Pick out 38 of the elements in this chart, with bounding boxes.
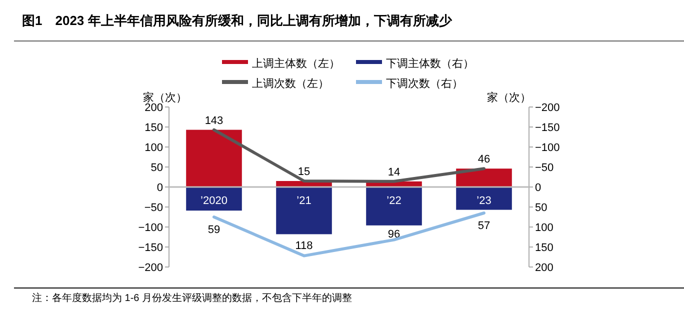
y-tick-label: 0 xyxy=(156,182,163,194)
data-label: 118 xyxy=(295,240,313,252)
y-tick-label: −100 xyxy=(138,222,163,234)
text: 注：各年度数据均为 1-6 月份发生评级调整的数据，不包含下半年的调整 xyxy=(32,292,352,304)
y2-tick-label: −150 xyxy=(535,122,560,134)
y2-tick-label: 50 xyxy=(535,202,548,214)
y-tick-label: −200 xyxy=(138,262,163,274)
y-axis-title: 家（次） xyxy=(143,91,187,104)
legend-label: 上调次数（左） xyxy=(252,77,329,90)
data-label: 96 xyxy=(388,228,400,240)
y2-tick-label: 150 xyxy=(535,242,554,254)
y-tick-label: −150 xyxy=(138,242,163,254)
y2-tick-label: −200 xyxy=(535,102,560,114)
x-tick-label: ’22 xyxy=(386,195,402,207)
data-label: 15 xyxy=(298,166,310,178)
chart-title: 图1 2023 年上半年信用风险有所缓和，同比上调有所增加，下调有所减少 xyxy=(22,13,453,28)
data-label: 143 xyxy=(204,114,224,127)
data-label: 14 xyxy=(388,166,400,178)
y2-axis-title: 家（次） xyxy=(487,91,531,104)
data-label: 57 xyxy=(478,220,490,232)
x-tick-label: ’2020 xyxy=(200,195,228,207)
legend-label: 上调主体数（左） xyxy=(252,57,340,70)
y-tick-label: 100 xyxy=(144,142,163,154)
y2-tick-label: 100 xyxy=(535,222,554,234)
y-tick-label: 50 xyxy=(150,162,163,174)
legend-label: 下调次数（右） xyxy=(386,78,463,90)
y-tick-label: −50 xyxy=(144,202,163,214)
y2-tick-label: 200 xyxy=(535,262,554,274)
data-label: 46 xyxy=(478,154,490,166)
y-tick-label: 200 xyxy=(144,102,163,114)
legend-label: 下调主体数（右） xyxy=(386,57,474,70)
y-tick-label: 150 xyxy=(144,122,163,134)
y2-tick-label: 0 xyxy=(535,182,542,194)
y2-tick-label: −100 xyxy=(535,142,560,154)
data-label: 59 xyxy=(208,224,220,236)
y2-tick-label: −50 xyxy=(535,162,554,174)
x-tick-label: ’23 xyxy=(476,195,492,207)
x-tick-label: ’21 xyxy=(296,195,312,207)
